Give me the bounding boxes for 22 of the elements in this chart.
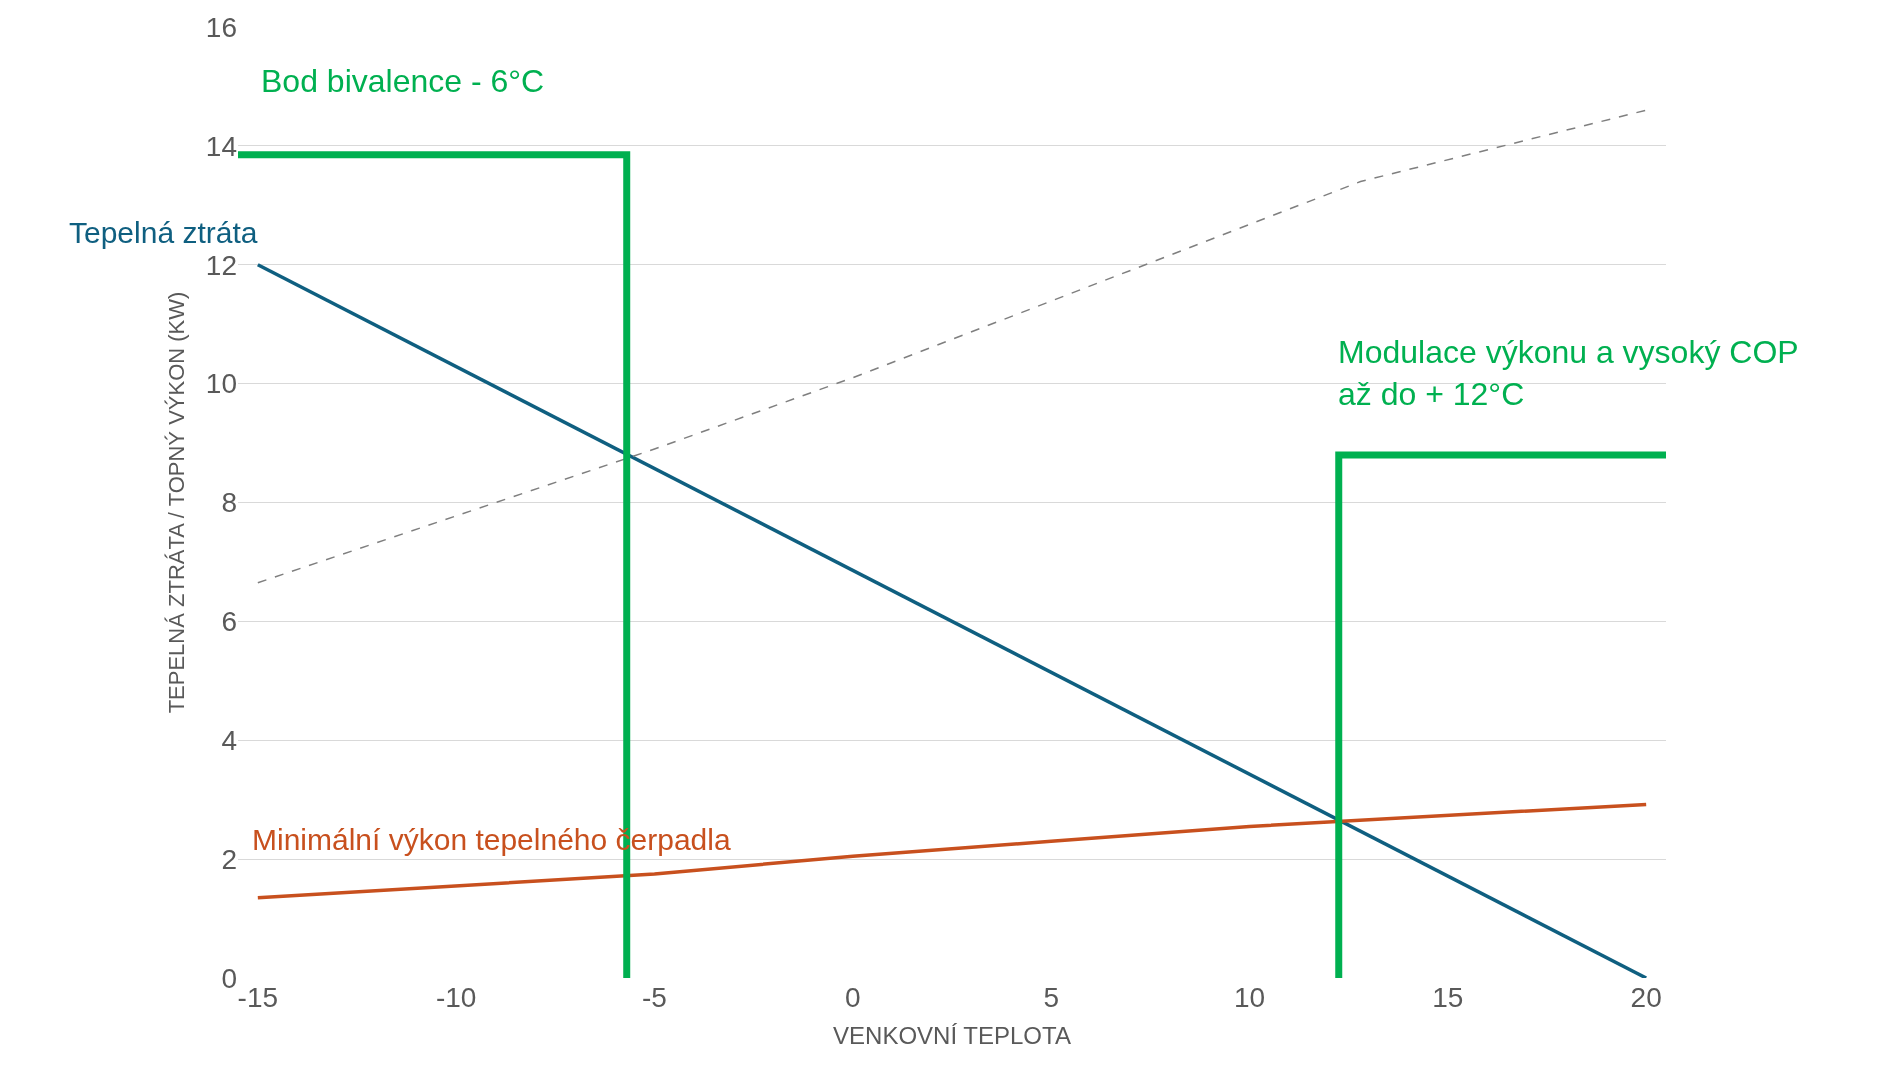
x-tick-label: -15 xyxy=(237,982,279,1013)
y-tick-label: 2 xyxy=(221,843,237,875)
line-series xyxy=(256,802,1648,900)
x-tick-label: 20 xyxy=(1630,982,1662,1013)
y-tick-label: 8 xyxy=(221,487,237,519)
x-tick-label: 5 xyxy=(1043,982,1059,1013)
x-tick-label: -5 xyxy=(642,982,667,1013)
x-tick-label: 0 xyxy=(845,982,861,1013)
y-tick-label: 6 xyxy=(221,606,237,638)
y-tick-label: 14 xyxy=(205,130,237,162)
y-axis-title: TEPELNÁ ZTRÁTA / TOPNÝ VÝKON (KW) xyxy=(163,291,189,714)
y-tick-label: 4 xyxy=(221,725,237,757)
annotation: Modulace výkonu a vysoký COPaž do + 12°C xyxy=(1338,334,1799,412)
x-tick-label: 10 xyxy=(1233,982,1266,1013)
y-tick-label: 16 xyxy=(205,11,237,43)
y-tick-label: 12 xyxy=(205,249,237,281)
y-tick-label: 10 xyxy=(205,368,237,400)
x-tick-label: -10 xyxy=(435,982,477,1013)
series-label: Tepelná ztráta xyxy=(69,216,258,249)
x-tick-label: 15 xyxy=(1432,982,1464,1013)
annotation: Bod bivalence - 6°C xyxy=(261,63,545,99)
x-axis-title: VENKOVNÍ TEPLOTA xyxy=(833,1022,1071,1050)
